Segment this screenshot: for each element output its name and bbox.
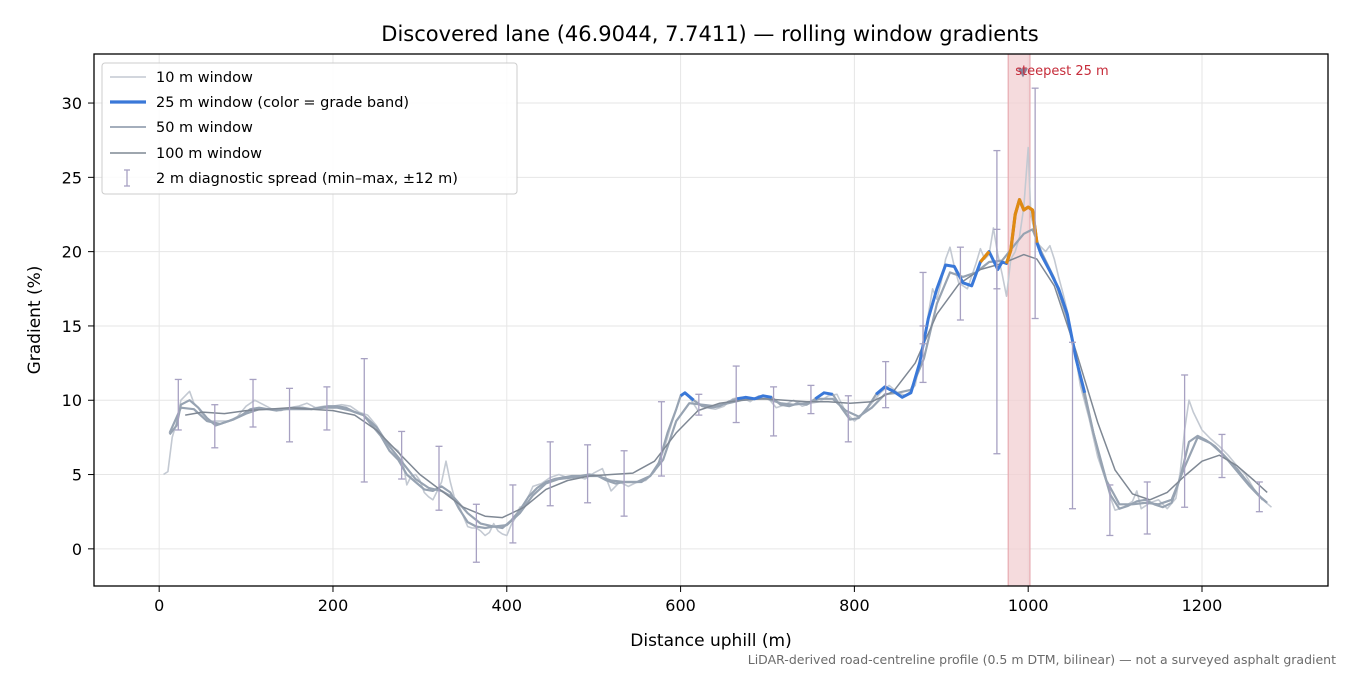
- series-line-25m-band: [679, 391, 695, 402]
- x-tick-label: 200: [318, 596, 349, 615]
- error-bar: [695, 393, 703, 416]
- series-line-25m-steep: [979, 250, 991, 264]
- error-bar: [657, 401, 665, 477]
- error-bar: [323, 386, 331, 431]
- error-bar: [1031, 87, 1039, 320]
- plot-frame: [93, 53, 1329, 587]
- steepest-label: steepest 25 m: [1015, 64, 1108, 79]
- footer-note: LiDAR-derived road-centreline profile (0…: [748, 652, 1336, 667]
- error-bar: [844, 395, 852, 443]
- errorbar-layer: [174, 87, 1263, 563]
- x-tick-label: 1200: [1182, 596, 1223, 615]
- steepest-span: [1008, 54, 1030, 586]
- error-bar: [1069, 341, 1077, 510]
- legend-label-w50: 50 m window: [156, 120, 253, 136]
- series-line-25m-band: [875, 198, 1087, 399]
- error-bar: [360, 357, 368, 483]
- error-bar: [1106, 484, 1114, 537]
- error-bar: [620, 450, 628, 517]
- error-bar: [770, 386, 778, 437]
- error-bar: [1143, 481, 1151, 535]
- error-bar: [435, 445, 443, 511]
- legend: 10 m window 25 m window (color = grade b…: [101, 62, 518, 195]
- series-line-25m-band: [736, 394, 773, 401]
- x-axis-label: Distance uphill (m): [630, 631, 791, 651]
- legend-box: [101, 62, 518, 195]
- legend-label-spread: 2 m diagnostic spread (min–max, ±12 m): [156, 171, 458, 187]
- series-line-25m-steep: [1004, 198, 1039, 264]
- y-tick-label: 5: [72, 466, 82, 485]
- y-tick-label: 0: [72, 540, 82, 559]
- error-bar: [398, 430, 406, 480]
- legend-swatch-spread: [124, 169, 130, 187]
- axis-ticks: 0 200 400 600 800 1000 1200 0 5 10 15 20 25 30: [62, 94, 1223, 615]
- x-tick-label: 800: [839, 596, 870, 615]
- error-bar: [472, 503, 480, 563]
- y-tick-label: 15: [62, 317, 82, 336]
- error-bar: [807, 384, 815, 415]
- series-line-25m-band: [814, 391, 833, 401]
- legend-label-w100: 100 m window: [156, 146, 262, 162]
- x-tick-label: 1000: [1008, 596, 1049, 615]
- error-bar: [919, 271, 927, 345]
- error-bar: [882, 360, 890, 409]
- x-tick-label: 600: [665, 596, 696, 615]
- steepest-marker: [1017, 68, 1028, 78]
- y-tick-label: 10: [62, 391, 82, 410]
- y-axis-label: Gradient (%): [25, 266, 45, 375]
- error-bar: [732, 365, 740, 424]
- y-tick-label: 25: [62, 168, 82, 187]
- error-bar: [584, 444, 592, 504]
- error-bar: [956, 246, 964, 321]
- error-bar: [1255, 481, 1263, 513]
- x-tick-label: 400: [492, 596, 523, 615]
- x-tick-label: 0: [154, 596, 164, 615]
- error-bar: [286, 387, 294, 443]
- error-bar: [546, 441, 554, 507]
- legend-label-w25: 25 m window (color = grade band): [156, 95, 409, 111]
- y-tick-label: 20: [62, 243, 82, 262]
- error-bar: [509, 484, 517, 544]
- error-bar: [174, 378, 182, 431]
- chart-title: Discovered lane (46.9044, 7.7411) — roll…: [381, 22, 1038, 46]
- legend-label-w10: 10 m window: [156, 70, 253, 86]
- error-bar: [1218, 433, 1226, 479]
- error-bar: [993, 149, 1001, 455]
- y-tick-label: 30: [62, 94, 82, 113]
- error-bar: [211, 404, 219, 449]
- series-layer: [163, 146, 1273, 537]
- steepest-marker-layer: [1017, 68, 1028, 78]
- error-bar: [249, 378, 257, 428]
- error-bar: [1181, 374, 1189, 508]
- steepest-span-layer: [1007, 54, 1031, 586]
